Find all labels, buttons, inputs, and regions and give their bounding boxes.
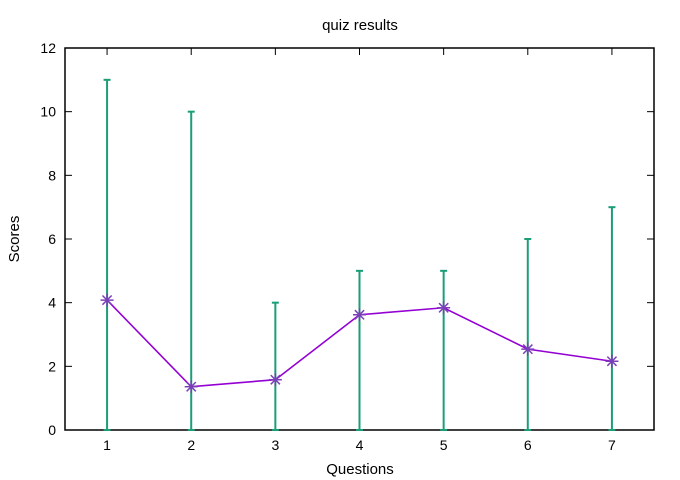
- y-tick-label-1: 2: [48, 358, 56, 374]
- error-bar-0-3: [356, 269, 363, 431]
- error-bars: [103, 78, 616, 431]
- series-markers: [100, 293, 619, 394]
- data-point-0-2: [268, 373, 282, 387]
- error-bar-0-4: [440, 269, 448, 431]
- y-tick-label-5: 10: [40, 104, 56, 120]
- x-axis-label: Questions: [326, 461, 394, 478]
- y-tick-label-2: 4: [48, 295, 56, 311]
- data-point-0-0: [100, 293, 114, 307]
- x-tick-label-1: 2: [187, 437, 195, 453]
- x-tick-label-5: 6: [524, 437, 532, 453]
- error-bar-0-0: [103, 78, 111, 431]
- error-bar-0-1: [187, 110, 195, 431]
- y-tick-label-4: 8: [48, 167, 56, 183]
- y-tick-label-0: 0: [48, 422, 56, 438]
- data-point-0-6: [605, 354, 619, 368]
- x-tick-label-3: 4: [356, 437, 364, 453]
- error-bar-0-5: [524, 238, 532, 431]
- y-tick-label-6: 12: [40, 40, 56, 56]
- x-tick-label-0: 1: [103, 437, 111, 453]
- chart-title: quiz results: [322, 17, 398, 34]
- x-tick-label-4: 5: [440, 437, 448, 453]
- data-point-0-5: [521, 342, 535, 356]
- x-tick-label-2: 3: [271, 437, 279, 453]
- data-point-0-3: [353, 308, 366, 322]
- y-axis-label: Scores: [6, 216, 23, 263]
- data-point-0-4: [437, 301, 451, 315]
- error-bar-0-6: [608, 206, 616, 431]
- data-point-0-1: [184, 380, 198, 394]
- y-tick-label-3: 6: [48, 231, 56, 247]
- x-tick-label-6: 7: [608, 437, 616, 453]
- error-bar-0-2: [271, 301, 279, 431]
